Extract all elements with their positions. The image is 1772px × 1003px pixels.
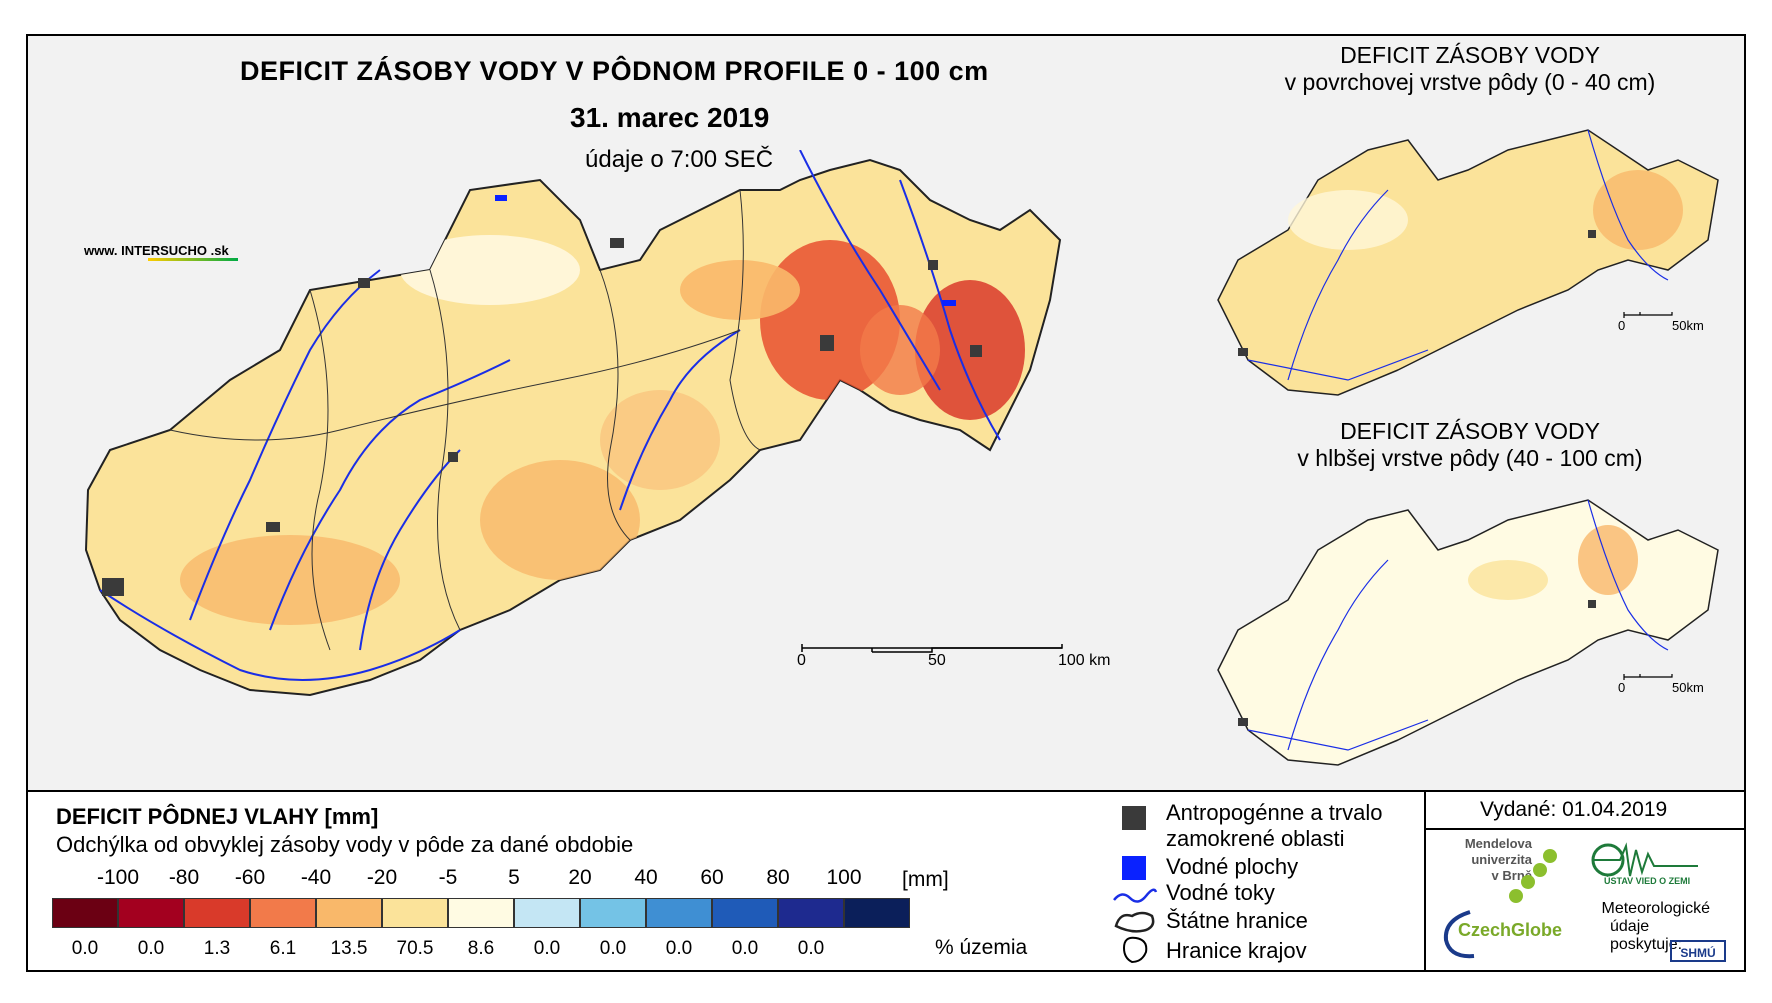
main-title: DEFICIT ZÁSOBY VODY V PÔDNOM PROFILE 0 -… — [240, 56, 989, 86]
key-region-border-label: Hranice krajov — [1166, 938, 1307, 963]
scale-0: 0 — [797, 652, 806, 669]
mendel-line2: univerzita — [1471, 852, 1532, 867]
inset-top-title: DEFICIT ZÁSOBY VODY v povrchovej vrstve … — [1240, 42, 1700, 96]
legend-boundary-10: 80 — [766, 866, 790, 889]
uvz-logo-icon[interactable] — [1590, 836, 1700, 892]
legend-swatch-1 — [118, 898, 184, 928]
legend-pct-0: 0.0 — [71, 938, 99, 959]
czechglobe-logo[interactable]: CzechGlobe — [1458, 920, 1563, 940]
legend-boundary-1: -80 — [168, 866, 200, 889]
legend-boundary-11: 100 — [826, 866, 862, 889]
legend-swatch-12 — [844, 898, 910, 928]
map-date: 31. marec 2019 — [570, 102, 770, 133]
legend-pct-6: 8.6 — [467, 938, 495, 959]
water-area-symbol — [1122, 856, 1146, 880]
website-label[interactable]: www. INTERSUCHO .sk — [84, 243, 229, 258]
legend-boundary-5: -5 — [438, 866, 458, 889]
czechglobe-swoosh-icon — [1443, 910, 1475, 959]
inset-bottom-scale-0: 0 — [1618, 680, 1626, 695]
anthropogenic-symbol — [1122, 806, 1146, 830]
legend-pct-4: 13.5 — [330, 938, 368, 959]
legend-pct-2: 1.3 — [203, 938, 231, 959]
key-anthropogenic-label2: zamokrené oblasti — [1166, 826, 1345, 851]
met-note: Meteorologické údaje poskytuje: — [1586, 900, 1711, 954]
czechglobe-dots-icon — [1509, 849, 1557, 903]
legend-pct-10: 0.0 — [731, 938, 759, 959]
legend-boundary-0: -100 — [96, 866, 140, 889]
met-note-line2: údaje — [1610, 918, 1650, 935]
inset-top-title-line1: DEFICIT ZÁSOBY VODY — [1340, 42, 1600, 68]
legend-pct-9: 0.0 — [665, 938, 693, 959]
legend-swatch-10 — [712, 898, 778, 928]
legend-swatch-6 — [448, 898, 514, 928]
legend-pct-5: 70.5 — [396, 938, 434, 959]
mendel-logo[interactable]: Mendelova univerzita v Brně — [1462, 836, 1532, 884]
legend-swatch-2 — [184, 898, 250, 928]
uvz-logo-text: ÚSTAV VIED O ZEMI — [1604, 876, 1691, 886]
mendel-line1: Mendelova — [1464, 836, 1532, 851]
inset-top-scale-bar — [1623, 312, 1673, 318]
main-scale-bar — [801, 644, 1063, 653]
website-suffix: .sk — [210, 243, 229, 258]
key-anthropogenic-label: Antropogénne a trvalo — [1166, 800, 1383, 825]
legend-boundary-8: 40 — [634, 866, 658, 889]
inset-bottom-scale-bar — [1623, 674, 1673, 680]
key-state-border-label: Štátne hranice — [1166, 908, 1308, 933]
legend-pct-11: 0.0 — [797, 938, 825, 959]
key-water-area-label: Vodné plochy — [1166, 854, 1299, 879]
issued-date: Vydané: 01.04.2019 — [1480, 798, 1668, 821]
legend-boundary-2: -60 — [234, 866, 266, 889]
state-border-symbol — [1114, 911, 1155, 933]
time-note: údaje o 7:00 SEČ — [585, 146, 774, 173]
legend-unit: [mm] — [902, 868, 949, 891]
legend-divider — [1424, 790, 1426, 972]
met-note-line3: poskytuje: — [1610, 936, 1683, 953]
legend-subtitle: Odchýlka od obvyklej zásoby vody v pôde … — [56, 832, 634, 857]
inset-top-map — [1217, 129, 1719, 396]
shmu-logo[interactable]: SHMÚ — [1670, 940, 1726, 962]
legend-boundary-6: 5 — [508, 866, 520, 889]
legend-boundary-4: -20 — [366, 866, 398, 889]
legend-swatch-11 — [778, 898, 844, 928]
legend-pct-1: 0.0 — [137, 938, 165, 959]
legend-swatch-8 — [580, 898, 646, 928]
website-prefix: www. — [84, 243, 118, 258]
legend-title: DEFICIT PÔDNEJ VLAHY [mm] — [56, 804, 379, 829]
legend-pct-unit: % územia — [935, 936, 1028, 959]
inset-top-scale-50: 50km — [1672, 318, 1704, 333]
legend-swatch-9 — [646, 898, 712, 928]
inset-bottom-title: DEFICIT ZÁSOBY VODY v hlbšej vrstve pôdy… — [1240, 418, 1700, 472]
legend-panel — [26, 790, 1746, 972]
scale-50: 50 — [928, 652, 946, 669]
inset-bottom-title-line1: DEFICIT ZÁSOBY VODY — [1340, 418, 1600, 444]
key-river-label: Vodné toky — [1166, 880, 1275, 905]
inset-bottom-map — [1217, 499, 1719, 766]
main-map — [84, 150, 1062, 697]
legend-swatch-0 — [52, 898, 118, 928]
legend-boundary-3: -40 — [300, 866, 332, 889]
legend-swatch-7 — [514, 898, 580, 928]
legend-pct-8: 0.0 — [599, 938, 627, 959]
legend-swatch-4 — [316, 898, 382, 928]
website-brand: INTERSUCHO — [121, 243, 208, 258]
issued-divider — [1424, 828, 1746, 830]
inset-top-title-line2: v povrchovej vrstve pôdy (0 - 40 cm) — [1284, 69, 1656, 95]
met-note-line1: Meteorologické — [1601, 900, 1711, 917]
river-symbol — [1113, 888, 1158, 903]
inset-top-scale-0: 0 — [1618, 318, 1626, 333]
region-border-symbol — [1122, 936, 1148, 964]
legend-swatch-3 — [250, 898, 316, 928]
legend-boundary-7: 20 — [568, 866, 592, 889]
website-underline — [148, 258, 238, 261]
scale-100: 100 km — [1058, 652, 1111, 669]
legend-boundary-9: 60 — [700, 866, 724, 889]
inset-bottom-scale-50: 50km — [1672, 680, 1704, 695]
legend-pct-7: 0.0 — [533, 938, 561, 959]
inset-bottom-title-line2: v hlbšej vrstve pôdy (40 - 100 cm) — [1297, 445, 1643, 471]
legend-pct-3: 6.1 — [269, 938, 297, 959]
legend-swatch-5 — [382, 898, 448, 928]
